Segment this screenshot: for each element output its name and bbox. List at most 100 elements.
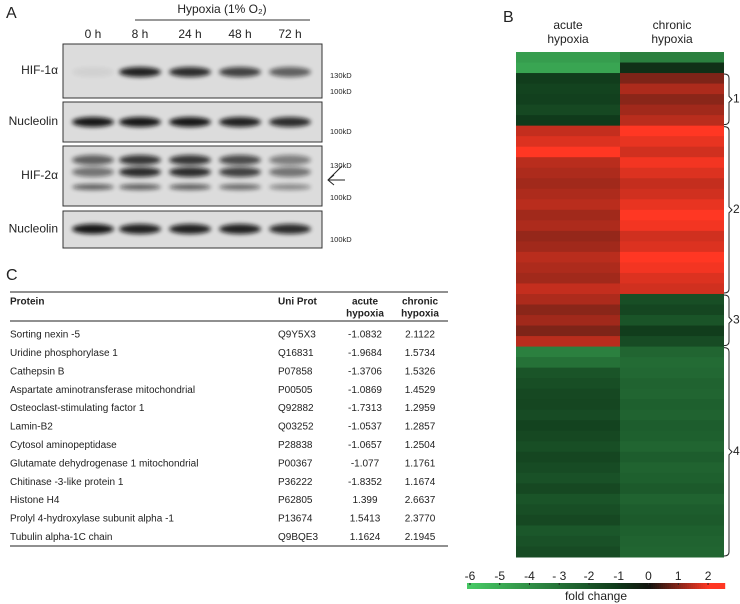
table-cell: Cytosol aminopeptidase <box>10 440 117 451</box>
colorbar-segment <box>563 583 566 589</box>
heatmap-cell <box>620 325 724 337</box>
arrow <box>327 165 345 186</box>
heatmap-cell <box>620 125 724 137</box>
table-cell: P36222 <box>278 477 313 488</box>
heatmap-cell <box>516 52 620 64</box>
heatmap-cell <box>516 430 620 442</box>
heatmap-cell <box>620 199 724 211</box>
colorbar-segment <box>541 583 544 589</box>
colorbar-segment <box>645 583 648 589</box>
table-cell: 1.1624 <box>350 532 381 543</box>
colorbar-segment <box>661 583 664 589</box>
colorbar-segment <box>537 583 540 589</box>
blot-band <box>169 167 211 177</box>
heatmap-cell <box>516 209 620 221</box>
colorbar-tick-label: 2 <box>705 569 712 583</box>
colorbar-segment <box>553 583 556 589</box>
table-cell: -1.0657 <box>348 440 382 451</box>
colorbar-segment <box>581 583 584 589</box>
colorbar-segment <box>621 583 624 589</box>
heatmap-cell <box>516 441 620 453</box>
colorbar-segment <box>489 583 492 589</box>
heatmap-cell <box>516 304 620 316</box>
table-cell: -1.9684 <box>348 348 382 359</box>
table-cell: 2.1945 <box>405 532 436 543</box>
colorbar-segment <box>597 583 600 589</box>
colorbar-segment <box>477 583 480 589</box>
table-cell: P07858 <box>278 366 313 377</box>
colorbar-segment <box>593 583 596 589</box>
colorbar-segment <box>549 583 552 589</box>
heatmap-cell <box>516 125 620 137</box>
colorbar-segment <box>619 583 622 589</box>
heatmap-cell <box>516 199 620 211</box>
heatmap-cell <box>516 230 620 242</box>
blot-row-label: Nucleolin <box>9 222 58 236</box>
blot-band <box>119 224 161 234</box>
heatmap-cell <box>516 167 620 179</box>
colorbar-tick-label: - 3 <box>552 569 566 583</box>
blot-row-label: HIF-1α <box>21 63 58 77</box>
colorbar-segment <box>475 583 478 589</box>
heatmap-cell <box>516 409 620 421</box>
colorbar-segment <box>671 583 674 589</box>
colorbar-segment <box>617 583 620 589</box>
heatmap-cell <box>516 504 620 516</box>
heatmap-cell <box>620 441 724 453</box>
colorbar-tick-label: 1 <box>675 569 682 583</box>
cluster-bracket <box>723 347 733 557</box>
table-cell: 2.3770 <box>405 514 436 525</box>
colorbar-segment <box>467 583 470 589</box>
blot-band <box>72 184 114 190</box>
heatmap-cell <box>516 115 620 127</box>
heatmap-cell <box>516 483 620 495</box>
blot-band <box>119 67 161 77</box>
colorbar-segment <box>555 583 558 589</box>
heatmap-cell <box>516 546 620 558</box>
blot-band <box>219 117 261 127</box>
heatmap-cell <box>620 304 724 316</box>
colorbar-segment <box>577 583 580 589</box>
colorbar-segment <box>685 583 688 589</box>
blot-band <box>119 167 161 177</box>
heatmap-cell <box>620 430 724 442</box>
heatmap-cell <box>516 325 620 337</box>
colorbar-label: fold change <box>565 589 627 603</box>
heatmap-cell <box>516 188 620 200</box>
colorbar-segment <box>491 583 494 589</box>
table-cell: P00505 <box>278 385 313 396</box>
heatmap-cell <box>516 420 620 432</box>
table-cell: Osteoclast-stimulating factor 1 <box>10 403 145 414</box>
colorbar-segment <box>573 583 576 589</box>
table-cell: 1.399 <box>352 495 377 506</box>
colorbar-segment <box>483 583 486 589</box>
colorbar-segment <box>513 583 516 589</box>
heatmap-cell <box>516 472 620 484</box>
colorbar-segment <box>625 583 628 589</box>
colorbar-segment <box>651 583 654 589</box>
colorbar-segment <box>695 583 698 589</box>
colorbar-segment <box>637 583 640 589</box>
heatmap-cell <box>620 283 724 295</box>
colorbar-segment <box>615 583 618 589</box>
table-header: Uni Prot <box>278 297 318 308</box>
heatmap-cell <box>620 52 724 64</box>
cluster-bracket <box>723 126 733 294</box>
lane-label: 0 h <box>85 27 102 41</box>
heatmap-cell <box>516 367 620 379</box>
colorbar-segment <box>595 583 598 589</box>
cluster-bracket <box>723 73 733 126</box>
blot-title: Hypoxia (1% O₂) <box>177 2 266 16</box>
colorbar-segment <box>683 583 686 589</box>
colorbar-segment <box>559 583 562 589</box>
colorbar-segment <box>613 583 616 589</box>
heatmap-cell <box>516 535 620 547</box>
heatmap-cell <box>516 451 620 463</box>
colorbar-segment <box>641 583 644 589</box>
table-cell: -1.8352 <box>348 477 382 488</box>
table-cell: Q03252 <box>278 422 314 433</box>
colorbar-segment <box>525 583 528 589</box>
size-marker: 100kD <box>330 193 352 202</box>
colorbar-segment <box>655 583 658 589</box>
